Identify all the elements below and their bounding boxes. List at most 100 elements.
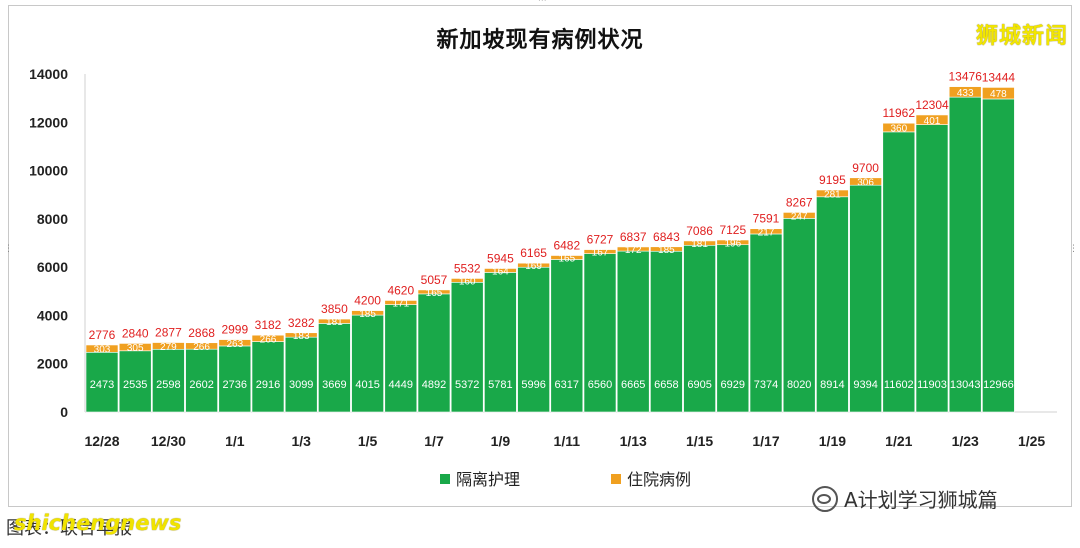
data-label-isolation: 2473 xyxy=(90,379,114,391)
data-label-isolation: 2535 xyxy=(123,379,147,391)
bar-isolation xyxy=(417,293,451,413)
source-text: 图表：联合早报 xyxy=(6,518,132,539)
bar-hospital xyxy=(118,343,152,352)
bar-hospital xyxy=(816,189,849,198)
bar-isolation xyxy=(284,336,318,413)
bar-hospital xyxy=(218,339,252,347)
bar-isolation xyxy=(948,96,982,413)
bar-hospital xyxy=(450,278,484,283)
bar-isolation xyxy=(384,304,418,413)
y-tick-label: 10000 xyxy=(29,163,68,179)
data-label-hospital: 266 xyxy=(260,334,277,345)
data-label-hospital: 181 xyxy=(326,317,343,328)
y-tick-label: 12000 xyxy=(29,114,68,130)
bar-hospital xyxy=(484,268,517,273)
x-tick-label: 1/3 xyxy=(291,433,311,449)
bar-isolation xyxy=(85,351,119,413)
data-label-hospital: 263 xyxy=(226,339,243,350)
data-label-total: 13444 xyxy=(982,70,1016,84)
data-label-isolation: 3669 xyxy=(322,379,346,391)
data-label-total: 6837 xyxy=(620,230,647,244)
data-label-total: 3182 xyxy=(255,318,282,332)
x-tick-label: 1/21 xyxy=(885,433,912,449)
bar-hospital xyxy=(152,342,185,350)
bar-isolation xyxy=(351,314,384,413)
data-label-isolation: 5996 xyxy=(521,379,545,391)
data-label-hospital: 305 xyxy=(127,343,144,354)
bar-hospital xyxy=(384,300,418,305)
data-label-total: 4200 xyxy=(354,294,381,308)
bar-isolation xyxy=(749,233,783,413)
bar-hospital xyxy=(318,318,351,324)
x-tick-label: 1/19 xyxy=(819,433,846,449)
bar-hospital xyxy=(517,262,550,268)
data-label-isolation: 4449 xyxy=(389,379,413,391)
bar-isolation xyxy=(218,345,252,413)
data-label-hospital: 303 xyxy=(94,345,111,356)
data-label-total: 2840 xyxy=(122,326,149,340)
data-label-hospital: 247 xyxy=(791,211,808,222)
data-label-isolation: 5781 xyxy=(488,379,512,391)
bar-hospital xyxy=(550,255,584,260)
wechat-watermark: A计划学习狮城篇 xyxy=(812,484,998,513)
bar-hospital xyxy=(284,332,318,338)
bar-isolation xyxy=(982,98,1015,413)
data-label-hospital: 181 xyxy=(691,239,708,250)
data-label-total: 5057 xyxy=(421,273,448,287)
data-label-isolation: 6317 xyxy=(555,379,579,391)
data-label-hospital: 169 xyxy=(525,261,542,272)
data-label-hospital: 266 xyxy=(193,342,210,353)
bar-hospital xyxy=(683,240,716,246)
bar-isolation xyxy=(683,244,716,413)
bar-hospital xyxy=(85,344,119,353)
x-tick-label: 12/30 xyxy=(151,433,186,449)
data-label-total: 2776 xyxy=(89,328,116,342)
bar-isolation xyxy=(782,218,816,413)
bar-isolation xyxy=(915,124,949,413)
data-label-hospital: 360 xyxy=(890,124,907,135)
data-label-hospital: 433 xyxy=(957,88,974,99)
bar-isolation xyxy=(152,348,185,413)
data-label-isolation: 12966 xyxy=(983,379,1014,391)
bar-isolation xyxy=(816,196,849,413)
data-label-hospital: 401 xyxy=(924,116,941,127)
bar-isolation xyxy=(650,250,683,413)
data-label-total: 2868 xyxy=(188,326,215,340)
bar-hospital xyxy=(782,212,816,219)
x-tick-label: 1/1 xyxy=(225,433,245,449)
data-label-isolation: 3099 xyxy=(289,379,313,391)
bar-isolation xyxy=(450,282,484,413)
bar-isolation xyxy=(716,244,750,413)
bar-hospital xyxy=(749,228,783,235)
data-label-hospital: 183 xyxy=(293,331,310,342)
bar-hospital xyxy=(716,239,750,246)
x-tick-label: 1/15 xyxy=(686,433,713,449)
data-label-isolation: 9394 xyxy=(853,379,877,391)
data-label-isolation: 13043 xyxy=(950,379,981,391)
bar-hospital xyxy=(948,86,982,98)
x-tick-label: 1/23 xyxy=(952,433,979,449)
data-label-hospital: 185 xyxy=(658,245,675,256)
data-label-isolation: 5372 xyxy=(455,379,479,391)
legend-item-isolation: 隔离护理 xyxy=(440,466,520,489)
bar-hospital xyxy=(849,177,882,186)
data-label-isolation: 6665 xyxy=(621,379,645,391)
data-label-hospital: 281 xyxy=(824,189,841,200)
bar-isolation xyxy=(318,323,351,413)
legend-swatch-hospital xyxy=(611,474,621,484)
data-label-isolation: 2916 xyxy=(256,379,280,391)
bar-isolation xyxy=(583,253,617,413)
y-tick-label: 8000 xyxy=(37,211,68,227)
data-label-total: 5945 xyxy=(487,251,514,265)
data-label-isolation: 6658 xyxy=(654,379,678,391)
bar-hospital xyxy=(583,249,617,254)
data-label-total: 3282 xyxy=(288,316,315,330)
bar-hospital xyxy=(882,122,916,133)
bar-isolation xyxy=(882,131,916,413)
x-tick-label: 1/11 xyxy=(554,433,581,449)
x-tick-label: 1/9 xyxy=(491,433,511,449)
data-label-hospital: 185 xyxy=(359,309,376,320)
data-label-total: 7125 xyxy=(719,223,746,237)
data-label-hospital: 167 xyxy=(592,248,609,259)
